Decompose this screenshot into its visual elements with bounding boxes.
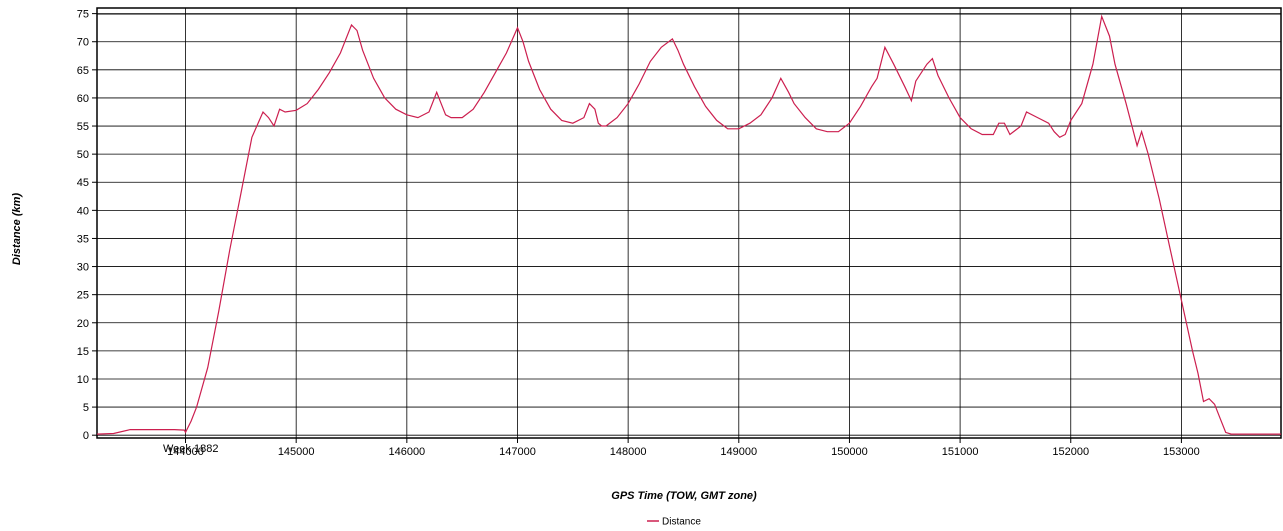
y-tick-label: 35 [77,233,89,245]
y-tick-label: 25 [77,290,89,302]
y-axis: 0 5 10 15 20 25 30 35 40 45 50 55 60 65 70 75 [77,9,97,442]
x-tick-label: 151000 [942,446,979,458]
x-tick-label: 152000 [1052,446,1089,458]
x-tick-label: 147000 [499,446,536,458]
x-tick-label: 144000 [167,446,204,458]
y-tick-label: 55 [77,121,89,133]
x-tick-label: 148000 [610,446,647,458]
y-tick-label: 65 [77,65,89,77]
y-tick-label: 40 [77,205,89,217]
legend-label-distance: Distance [662,517,701,528]
y-tick-label: 15 [77,346,89,358]
x-tick-label: 145000 [278,446,315,458]
x-tick-label: 150000 [831,446,868,458]
x-tick-label: 153000 [1163,446,1200,458]
grid [97,8,1281,438]
y-tick-label: 5 [83,402,89,414]
x-axis: 144000 145000 146000 147000 148000 149000 1500… [167,438,1200,458]
x-tick-label: 146000 [388,446,425,458]
x-axis-title: GPS Time (TOW, GMT zone) [611,490,757,502]
x-axis-sub-label: Week 1882 [163,443,218,455]
y-tick-label: 10 [77,374,89,386]
y-tick-label: 20 [77,318,89,330]
y-axis-title: Distance (km) [11,193,23,265]
plot-area-frame [96,7,1282,439]
y-tick-label: 50 [77,149,89,161]
x-tick-label: 149000 [720,446,757,458]
y-tick-label: 70 [77,37,89,49]
legend: Distance [647,517,701,528]
y-tick-label: 0 [83,430,89,442]
y-tick-label: 75 [77,9,89,21]
y-tick-label: 60 [77,93,89,105]
y-tick-label: 45 [77,177,89,189]
y-tick-label: 30 [77,262,89,274]
series-line-distance [96,14,1281,435]
